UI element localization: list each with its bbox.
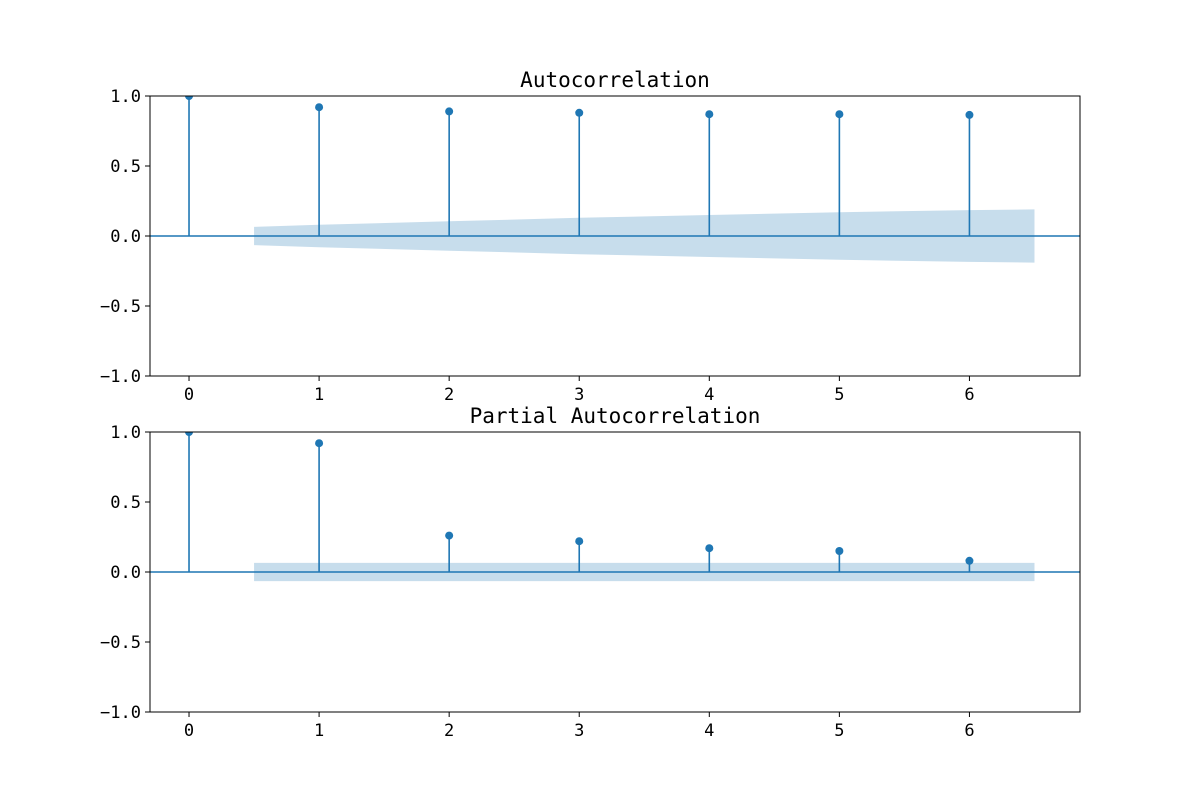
pacf-marker-lag-0	[185, 432, 194, 436]
pacf-x-tick-label-2: 2	[444, 721, 454, 741]
acf-x-tick-label-2: 2	[444, 385, 454, 405]
pacf-plot-area	[150, 432, 1080, 582]
acf-title: Autocorrelation	[520, 68, 710, 92]
pacf-y-tick-label-1: −0.5	[100, 633, 141, 653]
pacf-marker-lag-3	[575, 537, 584, 546]
pacf-y-tick-label-2: 0.0	[110, 563, 141, 583]
pacf-title: Partial Autocorrelation	[470, 404, 761, 428]
acf-x-tick-label-5: 5	[834, 385, 844, 405]
pacf-x-tick-label-1: 1	[314, 721, 324, 741]
pacf-x-tick-label-5: 5	[834, 721, 844, 741]
acf-y-tick-label-2: 0.0	[110, 227, 141, 247]
pacf-y-tick-label-0: −1.0	[100, 703, 141, 723]
acf-marker-lag-6	[965, 110, 974, 119]
pacf-x-tick-label-6: 6	[964, 721, 974, 741]
acf-x-tick-label-0: 0	[184, 385, 194, 405]
acf-x-tick-label-3: 3	[574, 385, 584, 405]
pacf-marker-lag-4	[705, 544, 714, 553]
acf-y-tick-label-4: 1.0	[110, 87, 141, 107]
acf-marker-lag-1	[315, 103, 324, 112]
pacf-marker-lag-5	[835, 547, 844, 555]
acf-marker-lag-5	[835, 110, 844, 119]
acf-marker-lag-0	[185, 96, 194, 100]
pacf-marker-lag-6	[965, 556, 974, 565]
acf-marker-lag-4	[705, 110, 714, 119]
pacf-y-tick-label-3: 0.5	[110, 493, 141, 513]
acf-y-tick-label-1: −0.5	[100, 297, 141, 317]
acf-x-tick-label-6: 6	[964, 385, 974, 405]
acf-panel: Autocorrelation 0 1 2 3 4 5 6 −1.0 −0.5 0.0 0.5 1.0	[100, 68, 1081, 405]
pacf-marker-lag-2	[445, 531, 454, 540]
pacf-x-tick-label-4: 4	[704, 721, 714, 741]
acf-marker-lag-2	[445, 107, 454, 116]
pacf-x-tick-label-0: 0	[184, 721, 194, 741]
pacf-marker-lag-1	[315, 439, 324, 448]
acf-plot-area	[150, 96, 1080, 263]
acf-y-tick-label-0: −1.0	[100, 367, 141, 387]
pacf-panel: Partial Autocorrelation 0 1 2 3 4 5 6 −1.0 −0.5 0…	[100, 404, 1081, 741]
acf-x-tick-label-1: 1	[314, 385, 324, 405]
acf-x-tick-label-4: 4	[704, 385, 714, 405]
acf-y-tick-label-3: 0.5	[110, 157, 141, 177]
pacf-x-tick-label-3: 3	[574, 721, 584, 741]
acf-marker-lag-3	[575, 108, 584, 117]
pacf-y-tick-label-4: 1.0	[110, 423, 141, 443]
